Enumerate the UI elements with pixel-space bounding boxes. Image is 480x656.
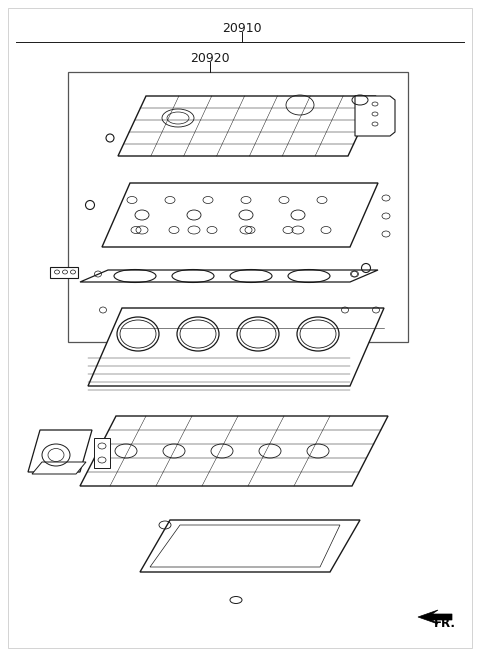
Polygon shape [118, 96, 376, 156]
Polygon shape [88, 308, 384, 386]
Bar [68, 72, 408, 342]
Polygon shape [418, 610, 452, 624]
Polygon shape [355, 96, 395, 136]
Polygon shape [150, 525, 340, 567]
Polygon shape [102, 183, 378, 247]
Polygon shape [28, 430, 92, 472]
Polygon shape [80, 416, 388, 486]
Polygon shape [32, 462, 86, 474]
Polygon shape [140, 520, 360, 572]
Polygon shape [50, 267, 78, 278]
Text: FR.: FR. [434, 617, 456, 630]
Polygon shape [80, 270, 378, 282]
Polygon shape [94, 438, 110, 468]
Text: 20920: 20920 [190, 52, 230, 65]
Text: 20910: 20910 [222, 22, 262, 35]
